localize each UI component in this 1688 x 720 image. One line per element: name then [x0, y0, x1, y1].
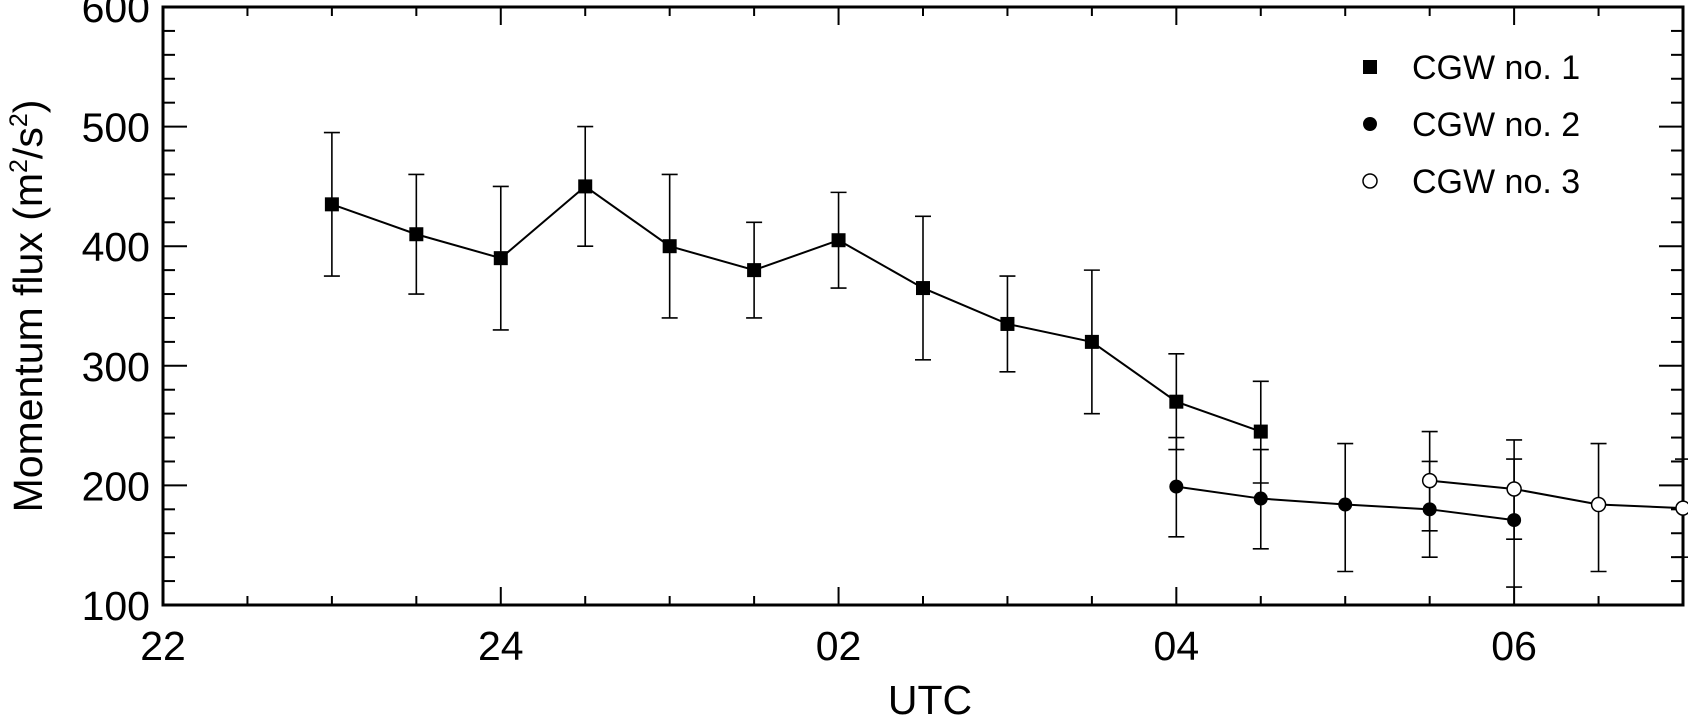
legend-marker [1363, 60, 1377, 74]
data-point [409, 227, 424, 242]
y-tick-label: 200 [82, 463, 150, 509]
data-point [916, 281, 930, 296]
axis-ticks [162, 6, 1684, 606]
data-point [1253, 424, 1268, 439]
data-point [1338, 497, 1353, 512]
x-tick-label: 02 [816, 623, 862, 669]
data-point [324, 197, 339, 212]
axis-tick-labels: 222402040608100200300400500600 [82, 0, 1537, 669]
y-tick-label: 100 [82, 583, 150, 629]
data-point [493, 251, 508, 266]
y-tick-label: 600 [82, 0, 150, 31]
series-3 [1421, 430, 1688, 573]
series-2 [1168, 436, 1523, 588]
x-tick-label: 06 [1491, 623, 1537, 669]
x-tick-label: 22 [140, 623, 186, 669]
data-point [662, 239, 677, 254]
data-point [578, 179, 593, 194]
data-point [1253, 491, 1268, 506]
y-axis-label: Momentum flux (m2/s2) [5, 100, 51, 513]
data-point [1000, 316, 1015, 331]
x-axis-label: UTC [888, 677, 972, 720]
y-tick-label: 300 [82, 344, 150, 390]
data-point [1421, 472, 1438, 489]
data-point [831, 233, 846, 248]
series-1 [323, 125, 1269, 484]
legend-marker [1363, 117, 1377, 131]
legend-label: CGW no. 2 [1412, 106, 1580, 144]
y-tick-label: 400 [82, 224, 150, 270]
data-series [323, 125, 1688, 588]
data-point [1084, 334, 1099, 349]
data-point [747, 263, 762, 278]
data-point [1590, 496, 1607, 513]
legend-label: CGW no. 1 [1412, 49, 1580, 87]
legend-label: CGW no. 3 [1412, 163, 1580, 201]
data-point [1675, 500, 1688, 516]
data-point [1506, 481, 1522, 497]
legend-marker [1362, 173, 1378, 189]
y-tick-label: 500 [82, 105, 150, 151]
data-point [1169, 479, 1184, 494]
x-tick-label: 24 [478, 623, 524, 669]
x-tick-label: 04 [1154, 623, 1200, 669]
legend: CGW no. 1 CGW no. 2 CGW no. 3 [1362, 49, 1580, 201]
series-line [331, 185, 1262, 433]
data-point [1169, 394, 1184, 409]
series-line [1429, 479, 1688, 510]
